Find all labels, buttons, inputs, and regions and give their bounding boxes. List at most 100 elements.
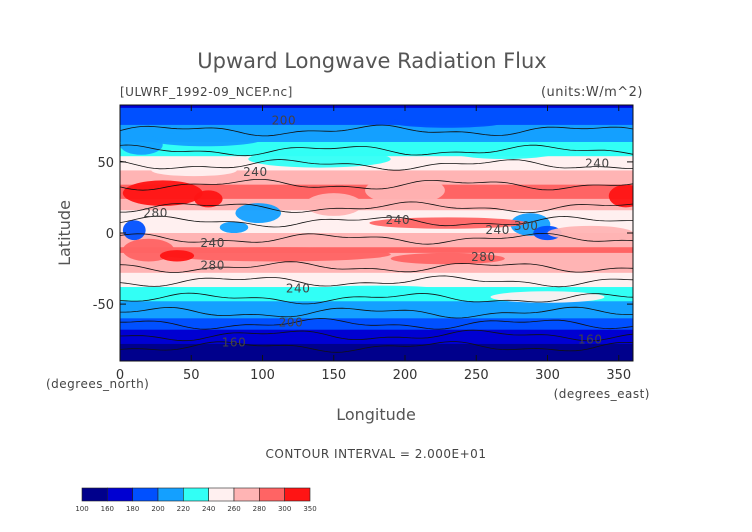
heatmap-band [120,247,633,251]
contour-value-label: 160 [222,336,246,350]
heatmap-band [120,298,633,302]
heatmap-band [120,329,633,334]
contour-value-label: 240 [200,236,224,250]
contour-value-label: 200 [279,316,303,330]
heatmap-band [120,326,633,331]
contour-line [120,329,633,342]
contour-line [120,144,633,157]
x-tick-label: 100 [250,368,275,383]
colorbar-swatch [208,487,235,502]
heatmap-band [120,261,633,265]
contour-value-label: 240 [485,223,509,237]
heatmap-band [120,215,633,220]
heatmap-field [120,105,633,361]
heatmap-region [159,250,195,262]
contour-line [120,124,633,137]
y-tick-label: -50 [93,298,114,313]
units-label: (units:W/m^2) [541,85,643,100]
heatmap-band [120,341,633,345]
heatmap-band [120,139,633,143]
heatmap-region [547,225,633,241]
heatmap-band [120,170,633,174]
heatmap-band [120,107,633,112]
colorbar-level-label: 220 [177,505,190,513]
heatmap-band [120,352,633,356]
chart-title: Upward Longwave Radiation Flux [197,49,546,73]
heatmap-band [120,213,633,217]
heatmap-band [120,238,633,243]
contour-value-label: 280 [200,259,224,273]
colorbar-swatch [81,487,108,502]
heatmap-band [120,227,633,231]
x-tick-label: 250 [464,368,489,383]
heatmap-band [120,264,633,268]
heatmap-band [120,218,633,223]
contour-value-label: 280 [143,206,167,220]
colorbar-swatch [132,487,159,502]
contour-line [120,232,633,245]
heatmap-band [120,321,633,325]
colorbar-level-label: 180 [126,505,139,513]
colorbar-level-label: 240 [202,505,215,513]
colorbar-swatch [233,487,260,502]
heatmap-band [120,272,633,277]
heatmap-band [120,355,633,359]
heatmap-band [120,309,633,314]
heatmap-region [248,150,391,168]
heatmap-region [390,116,505,128]
heatmap-band [120,207,633,211]
heatmap-region [365,176,445,205]
heatmap-band [120,147,633,152]
heatmap-band [120,318,633,322]
heatmap-band [120,144,633,149]
heatmap-band [120,136,633,140]
x-tick-label: 300 [535,368,560,383]
heatmap-band [120,176,633,180]
heatmap-band [120,133,633,137]
heatmap-band [120,110,633,115]
heatmap-band [120,338,633,342]
x-axis: 0 50 100 150 200 250 300 350 [116,105,631,383]
contour-line [120,275,633,288]
heatmap-band [120,315,633,319]
heatmap-band [120,312,633,317]
heatmap-band [120,116,633,120]
heatmap-band [120,349,633,354]
colorbar-swatch [107,487,133,502]
file-label: [ULWRF_1992-09_NCEP.nc] [120,85,293,99]
contour-line [120,292,633,305]
colorbar-level-label: 350 [303,505,316,513]
y-unit-label: (degrees_north) [46,377,149,391]
heatmap-band [120,343,633,348]
heatmap-band [120,235,633,240]
heatmap-region [490,291,605,303]
contour-line [120,341,633,353]
contour-value-label: 240 [286,281,310,295]
colorbar-level-label: 100 [75,505,88,513]
heatmap-region [305,193,363,216]
heatmap-band [120,127,633,132]
colorbar-swatch [284,487,311,502]
heatmap-band [120,335,633,339]
colorbar-swatch [183,487,209,502]
heatmap-band [120,358,633,361]
colorbar-level-label: 200 [151,505,164,513]
heatmap-band [120,301,633,305]
heatmap-band [120,201,633,206]
contour-value-label: 240 [243,165,267,179]
heatmap-region [369,217,527,229]
heatmap-band [120,204,633,208]
x-tick-label: 200 [393,368,418,383]
colorbar-level-label: 260 [227,505,240,513]
heatmap-band [120,306,633,311]
heatmap-region [162,247,391,262]
contour-value-label: 300 [514,219,538,233]
contour-line [120,261,633,273]
heatmap-region [291,285,462,300]
heatmap-band [120,124,633,129]
y-tick-label: 0 [106,227,114,242]
contour-line [120,215,633,228]
heatmap-band [120,122,633,126]
colorbar-swatch [259,487,285,502]
